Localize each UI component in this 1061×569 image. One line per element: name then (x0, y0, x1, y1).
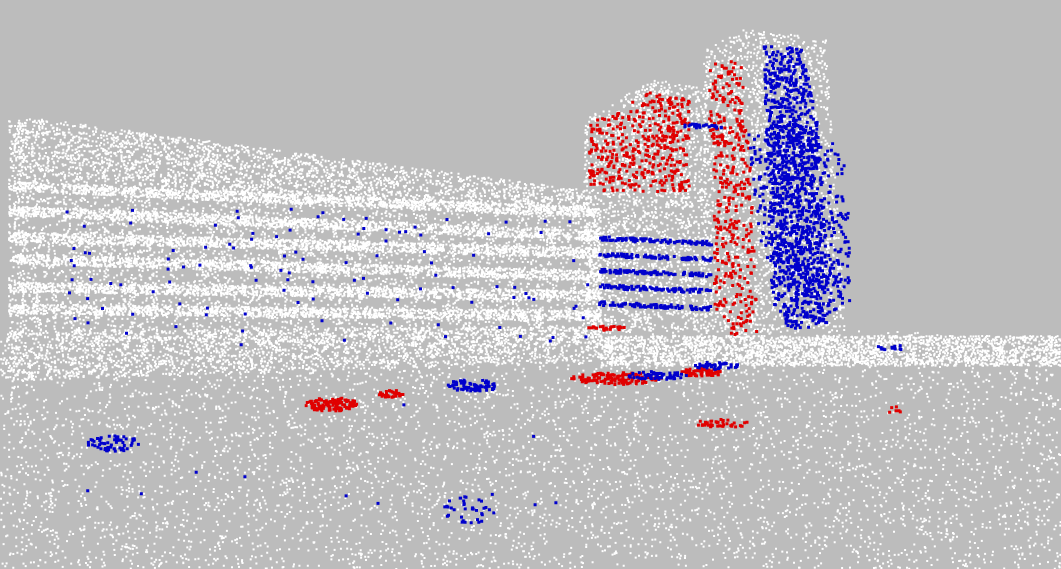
red-labeled-point-layer (304, 60, 902, 429)
